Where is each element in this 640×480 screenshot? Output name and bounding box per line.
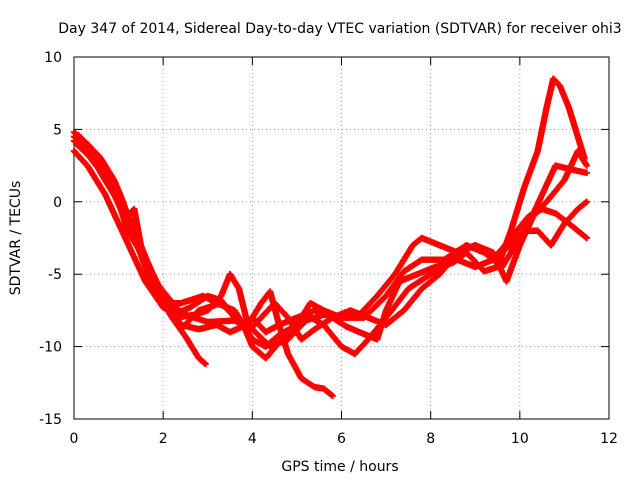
y-tick-label: -5 xyxy=(48,267,62,283)
x-tick-label: 10 xyxy=(511,431,529,447)
x-tick-labels: 0 2 4 6 8 10 12 xyxy=(70,431,618,447)
x-tick-label: 6 xyxy=(337,431,346,447)
data-point xyxy=(583,234,590,242)
data-series xyxy=(70,75,590,400)
y-tick-label: 5 xyxy=(53,122,62,138)
x-tick-label: 8 xyxy=(426,431,435,447)
axis-ticks xyxy=(73,56,610,420)
grid xyxy=(74,57,609,419)
x-tick-label: 4 xyxy=(248,431,257,447)
y-tick-label: -10 xyxy=(39,340,62,356)
x-tick-label: 0 xyxy=(70,431,79,447)
data-point xyxy=(583,198,590,205)
y-tick-label: -15 xyxy=(39,412,62,428)
y-axis-label: SDTVAR / TECUs xyxy=(8,181,24,296)
series-track-4 xyxy=(75,75,588,343)
x-tick-label: 12 xyxy=(600,431,618,447)
y-tick-labels: -15 -10 -5 0 5 10 xyxy=(39,50,62,428)
data-point xyxy=(329,392,336,400)
series-track-7 xyxy=(73,136,590,350)
data-point xyxy=(202,360,209,368)
data-point xyxy=(583,169,590,177)
x-tick-label: 2 xyxy=(159,431,168,447)
y-tick-label: 0 xyxy=(53,195,62,211)
x-axis-label: GPS time / hours xyxy=(281,459,398,475)
data-point xyxy=(583,162,590,169)
y-tick-label: 10 xyxy=(44,50,62,66)
chart-title: Day 347 of 2014, Sidereal Day-to-day VTE… xyxy=(58,21,621,37)
